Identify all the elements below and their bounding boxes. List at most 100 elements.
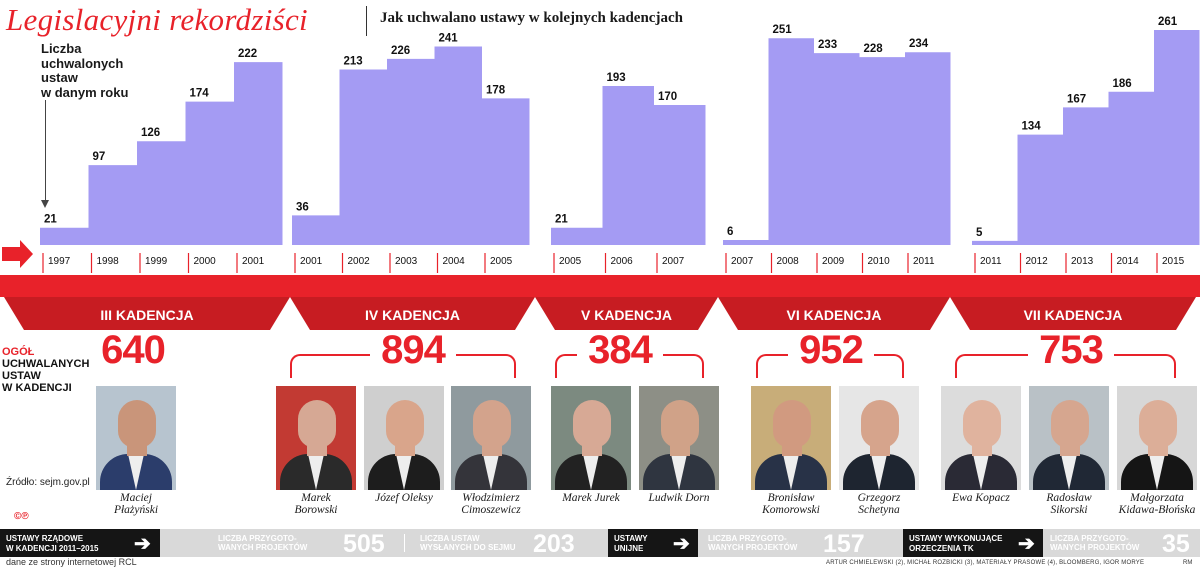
stat-label-projects: LICZBA PRZYGOTO- WANYCH PROJEKTÓW [218, 534, 307, 552]
year-label: 2015 [1162, 256, 1185, 267]
stat-block-tk: USTAWY WYKONUJĄCE ORZECZENIA TK [903, 529, 1043, 557]
portrait-head [963, 400, 1001, 448]
year-label: 2003 [395, 256, 418, 267]
kadencja-total: 640 [101, 328, 166, 372]
value-label: 170 [658, 91, 677, 103]
person-name-line-1: Ludwik Dorn [648, 492, 710, 504]
bar-period-1 [40, 62, 283, 246]
stat-tk-line-1: USTAWY WYKONUJĄCE [909, 534, 1003, 543]
year-label: 2011 [913, 256, 935, 267]
kadencja-band-4 [718, 297, 950, 330]
stat-label-sent: LICZBA USTAW WYSŁANYCH DO SEJMU [420, 534, 516, 552]
person-name: Małgorzata Kidawa-Błońska [1107, 492, 1200, 516]
value-label: 167 [1067, 93, 1086, 105]
stat-block-union: USTAWY UNIJNE [608, 529, 698, 557]
person-name: Józef Oleksy [354, 492, 454, 504]
kadencja-band-1 [4, 297, 290, 330]
stat-label-tk-projects-line-2: WANYCH PROJEKTÓW [1050, 543, 1140, 552]
portrait-head [773, 400, 811, 448]
stat-label-union-projects-line-2: WANYCH PROJEKTÓW [708, 543, 798, 552]
footer-source: dane ze strony internetowej RCL [6, 557, 137, 567]
total-caption: OGÓŁ UCHWALANYCH USTAW W KADENCJI [2, 346, 89, 394]
legend-pointer-line [45, 100, 46, 204]
year-label: 2001 [242, 256, 265, 267]
year-label: 2002 [348, 256, 371, 267]
person-name-line-1: Małgorzata [1130, 492, 1184, 504]
timeline-arrow-icon [2, 240, 33, 268]
value-label: 241 [439, 32, 459, 44]
year-label: 2011 [980, 256, 1002, 267]
bar-period-4 [723, 38, 951, 245]
stat-value-tk-projects: 35 [1162, 530, 1190, 558]
stat-union-line-2: UNIJNE [614, 544, 644, 553]
portrait-photo [551, 386, 631, 490]
value-label: 174 [190, 88, 210, 100]
year-label: 2005 [559, 256, 582, 267]
total-bracket-gap [370, 350, 456, 358]
kadencja-total: 894 [381, 328, 446, 372]
kadencja-label: VII KADENCJA [1024, 307, 1123, 323]
value-label: 226 [391, 45, 410, 57]
year-label: 2004 [443, 256, 466, 267]
chart-svg: 21 97 126 174 222 1997 1998 1999 2000 2001 36 213 22… [0, 16, 1200, 330]
value-label: 36 [296, 201, 309, 213]
portrait-photo [96, 386, 176, 490]
portrait-photo [639, 386, 719, 490]
person-name-line-2: Schetyna [858, 504, 900, 516]
stat-value-union-projects: 157 [823, 530, 865, 558]
year-label: 1997 [48, 256, 71, 267]
stat-label-tk-projects: LICZBA PRZYGOTO- WANYCH PROJEKTÓW [1050, 534, 1139, 552]
year-label: 2007 [731, 256, 754, 267]
stat-value-projects: 505 [343, 530, 385, 558]
portrait-photo [751, 386, 831, 490]
value-label: 21 [555, 214, 568, 226]
legend-note: Liczba uchwalonych ustaw w danym roku [41, 41, 129, 100]
value-label: 178 [486, 84, 506, 96]
person-name-line-2: Kidawa-Błońska [1118, 504, 1196, 516]
person-name-line-2: Komorowski [762, 504, 820, 516]
value-label: 126 [141, 127, 160, 139]
year-label: 2009 [822, 256, 845, 267]
stat-label-sent-line-1: LICZBA USTAW [420, 534, 480, 543]
person-name: Radosław Sikorski [1019, 492, 1119, 516]
person-name: Włodzimierz Cimoszewicz [441, 492, 541, 516]
value-label: 222 [238, 48, 257, 60]
year-label: 2014 [1117, 256, 1140, 267]
portrait-photo [839, 386, 919, 490]
total-caption-line-1: OGÓŁ [2, 346, 35, 358]
person-name-line-1: Radosław [1046, 492, 1092, 504]
person-name: Ludwik Dorn [629, 492, 729, 504]
stat-government-line-1: USTAWY RZĄDOWE [6, 534, 84, 543]
footer-initials: RM [1183, 560, 1193, 566]
stat-tk-line-2: ORZECZENIA TK [909, 544, 974, 553]
value-label: 5 [976, 227, 983, 239]
year-label: 2012 [1026, 256, 1049, 267]
total-caption-line-2: UCHWALANYCH [2, 358, 90, 370]
portrait-head [1051, 400, 1089, 448]
portrait-head [573, 400, 611, 448]
stat-separator [404, 534, 405, 552]
year-label: 2013 [1071, 256, 1094, 267]
kadencja-total: 753 [1039, 328, 1104, 372]
value-label: 97 [93, 151, 106, 163]
value-label: 21 [44, 214, 57, 226]
kadencja-band-5 [950, 297, 1196, 330]
person-name: Grzegorz Schetyna [829, 492, 929, 516]
source-note: Źródło: sejm.gov.pl [6, 477, 90, 488]
timeline-band [0, 275, 1200, 297]
title-divider [366, 6, 367, 36]
portrait-photo [941, 386, 1021, 490]
kadencja-label: VI KADENCJA [787, 307, 882, 323]
stat-block-government: USTAWY RZĄDOWE W KADENCJI 2011–2015 [0, 529, 160, 557]
value-label: 186 [1113, 78, 1132, 90]
bar-period-2 [292, 46, 530, 245]
value-label: 134 [1022, 121, 1042, 133]
legend-line-4: w danym roku [41, 84, 129, 100]
stat-label-union-projects-line-1: LICZBA PRZYGOTO- [708, 534, 787, 543]
person-name: Bronisław Komorowski [741, 492, 841, 516]
person-name-line-1: Maciej [120, 492, 152, 504]
total-bracket-gap [577, 350, 663, 358]
stat-label-tk-projects-line-1: LICZBA PRZYGOTO- [1050, 534, 1129, 543]
total-caption-line-3: USTAW [2, 370, 41, 382]
person-name: Marek Borowski [266, 492, 366, 516]
